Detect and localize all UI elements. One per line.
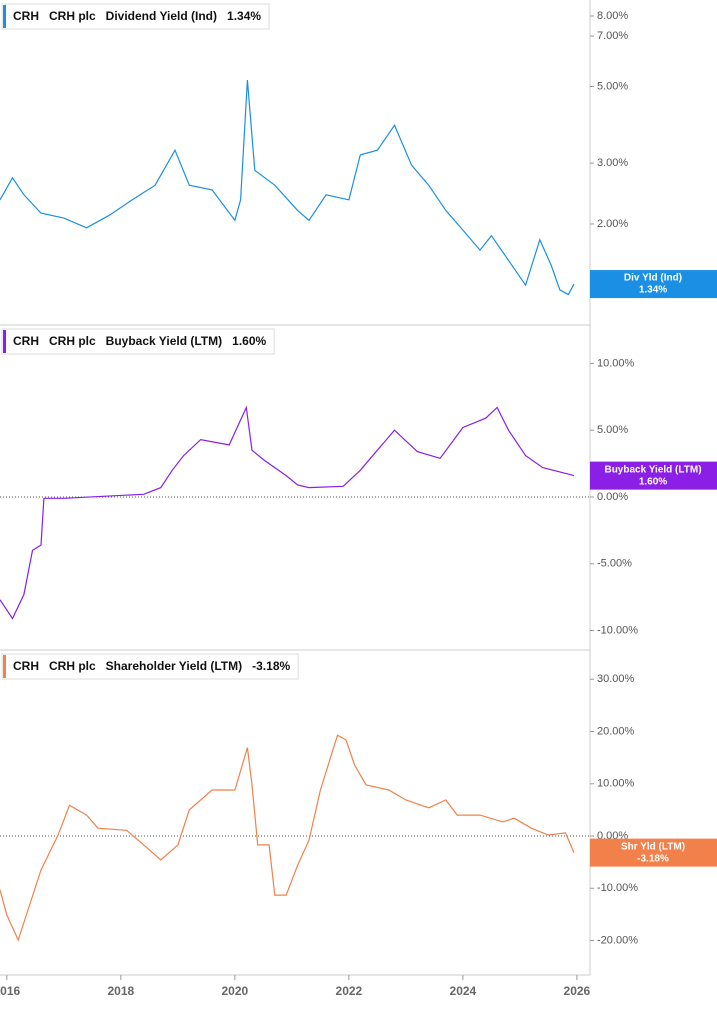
legend-ticker: CRH <box>13 334 39 348</box>
legend-swatch <box>3 330 6 353</box>
x-tick-label: 2020 <box>222 984 249 998</box>
last-value-name: Shr Yld (LTM) <box>621 841 685 852</box>
series-line <box>0 734 575 942</box>
last-value-box <box>590 270 717 299</box>
legend-box <box>1 328 275 355</box>
y-tick-label: 5.00% <box>597 80 628 92</box>
x-tick-label: 2018 <box>107 984 134 998</box>
legend-company: CRH plc <box>49 659 96 673</box>
legend-series-name: Shareholder Yield (LTM) <box>106 659 242 673</box>
y-tick-label: -10.00% <box>597 624 638 636</box>
y-tick-label: 8.00% <box>597 10 628 22</box>
y-tick-label: 10.00% <box>597 778 635 790</box>
last-value-name: Div Yld (Ind) <box>624 273 682 284</box>
last-value-label: -3.18% <box>637 853 669 864</box>
legend-series-name: Buyback Yield (LTM) <box>106 334 222 348</box>
x-tick-label: 2026 <box>564 984 591 998</box>
series-line <box>0 405 575 620</box>
legend-last-value: -3.18% <box>252 659 290 673</box>
legend-series-name: Dividend Yield (Ind) <box>106 9 217 23</box>
legend-last-value: 1.34% <box>227 9 261 23</box>
last-value-name: Buyback Yield (LTM) <box>604 464 701 475</box>
legend-ticker: CRH <box>13 9 39 23</box>
legend-box <box>1 3 270 30</box>
y-tick-label: 30.00% <box>597 673 635 685</box>
legend-last-value: 1.60% <box>232 334 266 348</box>
y-tick-label: 3.00% <box>597 157 628 169</box>
series-line <box>0 79 575 296</box>
y-tick-label: -10.00% <box>597 882 638 894</box>
legend-company: CRH plc <box>49 334 96 348</box>
last-value-box <box>590 461 717 490</box>
y-tick-label: 7.00% <box>597 30 628 42</box>
legend-ticker: CRH <box>13 659 39 673</box>
y-tick-label: 5.00% <box>597 424 628 436</box>
x-tick-label: 2024 <box>450 984 477 998</box>
y-tick-label: -20.00% <box>597 934 638 946</box>
x-tick-label: 2022 <box>336 984 363 998</box>
y-tick-label: 20.00% <box>597 725 635 737</box>
last-value-box <box>590 838 717 867</box>
y-tick-label: -5.00% <box>597 558 632 570</box>
x-tick-label: 2016 <box>0 984 21 998</box>
y-tick-label: 0.00% <box>597 491 628 503</box>
legend-swatch <box>3 655 6 678</box>
y-tick-label: 10.00% <box>597 357 635 369</box>
last-value-label: 1.34% <box>639 285 667 296</box>
legend-swatch <box>3 5 6 28</box>
legend-box <box>1 653 299 680</box>
legend-company: CRH plc <box>49 9 96 23</box>
last-value-label: 1.60% <box>639 476 667 487</box>
y-tick-label: 2.00% <box>597 218 628 230</box>
